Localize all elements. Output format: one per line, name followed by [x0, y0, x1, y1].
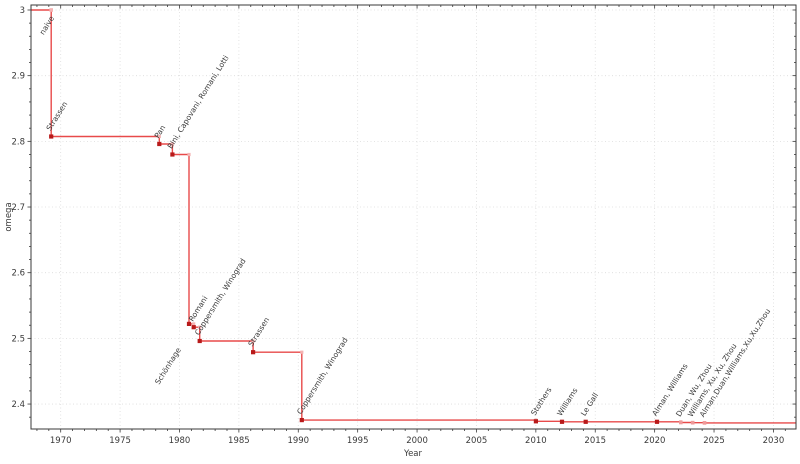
x-tick-label: 2030: [763, 436, 785, 446]
data-point: [533, 419, 538, 424]
x-tick-label: 1970: [50, 436, 72, 446]
y-tick-label: 2.7: [11, 203, 25, 213]
omega-step-line: [31, 9, 796, 424]
x-tick-label: 2020: [644, 436, 666, 446]
x-tick-label: 1985: [228, 436, 250, 446]
step-corner-marker: [157, 134, 161, 139]
plot-border: [30, 4, 797, 430]
x-tick-label: 2010: [525, 436, 547, 446]
y-tick-label: 2.8: [11, 137, 25, 147]
data-point: [583, 419, 588, 424]
x-tick-label: 2000: [406, 436, 428, 446]
data-point: [170, 152, 175, 157]
x-tick-label: 2005: [466, 436, 488, 446]
x-tick-label: 1990: [287, 436, 309, 446]
step-corner-marker: [198, 325, 202, 329]
x-tick-label: 1980: [169, 436, 191, 446]
data-point-label: Williams: [555, 386, 579, 417]
data-point: [251, 350, 256, 355]
data-point: [690, 420, 695, 425]
y-tick-label: 3: [20, 6, 25, 16]
data-point: [49, 8, 53, 12]
step-corner-marker: [192, 322, 196, 326]
data-point-label: Pan: [153, 123, 168, 139]
data-point-label: Alman,Duan,Williams,Xu,Xu,Zhou: [698, 307, 773, 419]
y-tick-label: 2.6: [11, 269, 25, 279]
data-point: [299, 418, 304, 423]
chart-generated-content: 1970 1975 1980 1985 1990 1995 2000 2005 2010 2015…: [11, 4, 797, 446]
data-point-markers: [49, 8, 707, 425]
data-point: [654, 419, 660, 424]
data-point: [679, 420, 683, 425]
data-point-label: Strassen: [246, 315, 271, 348]
data-point-label: naive: [38, 14, 57, 36]
data-point-label: Stothers: [529, 385, 553, 417]
x-axis-label: Year: [403, 449, 423, 459]
x-tick-label: 1975: [109, 436, 131, 446]
data-point: [559, 419, 565, 424]
step-corner-marker: [251, 339, 255, 343]
data-point-label: Schönhage: [153, 346, 183, 386]
y-axis-label: omega: [4, 202, 14, 231]
data-point: [186, 321, 192, 326]
step-corner-marker: [170, 142, 174, 146]
x-tick-label: 2025: [703, 436, 725, 446]
data-point: [191, 325, 196, 330]
data-point: [197, 338, 202, 344]
step-corner-marker: [187, 152, 191, 157]
step-corner-markers: [49, 8, 707, 425]
data-point: [157, 141, 162, 147]
data-point-label: Bini, Capovani, Romani, Lotti: [166, 54, 231, 151]
x-tick-label: 2015: [584, 436, 606, 446]
tick-labels: 1970 1975 1980 1985 1990 1995 2000 2005 2010 2015…: [11, 6, 784, 446]
y-tick-label: 2.5: [11, 334, 25, 344]
data-point-label: Le Gall: [579, 391, 600, 418]
y-tick-label: 2.9: [11, 72, 25, 82]
x-tick-label: 1995: [347, 436, 369, 446]
y-tick-label: 2.4: [11, 400, 25, 410]
step-corner-marker: [300, 350, 304, 354]
data-point: [702, 421, 707, 425]
data-point-label: Strassen: [44, 100, 69, 133]
gridlines: [31, 5, 796, 429]
data-point: [49, 134, 54, 139]
